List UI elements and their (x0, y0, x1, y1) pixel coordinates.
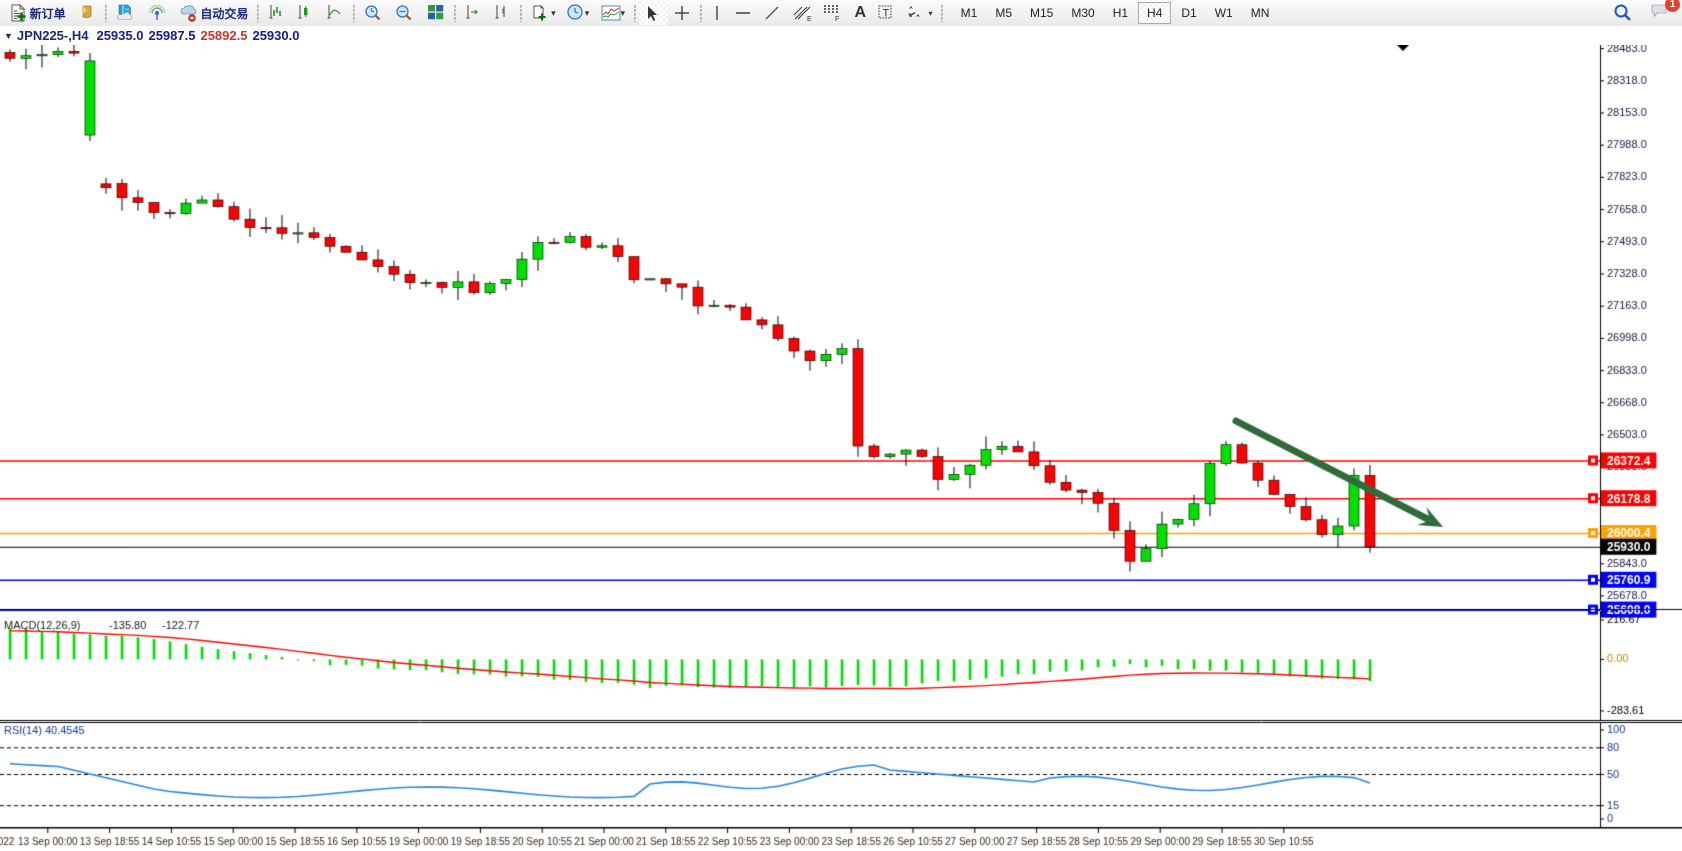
svg-text:T: T (883, 8, 890, 20)
svg-text:F: F (835, 16, 839, 22)
svg-text:E: E (807, 16, 812, 22)
